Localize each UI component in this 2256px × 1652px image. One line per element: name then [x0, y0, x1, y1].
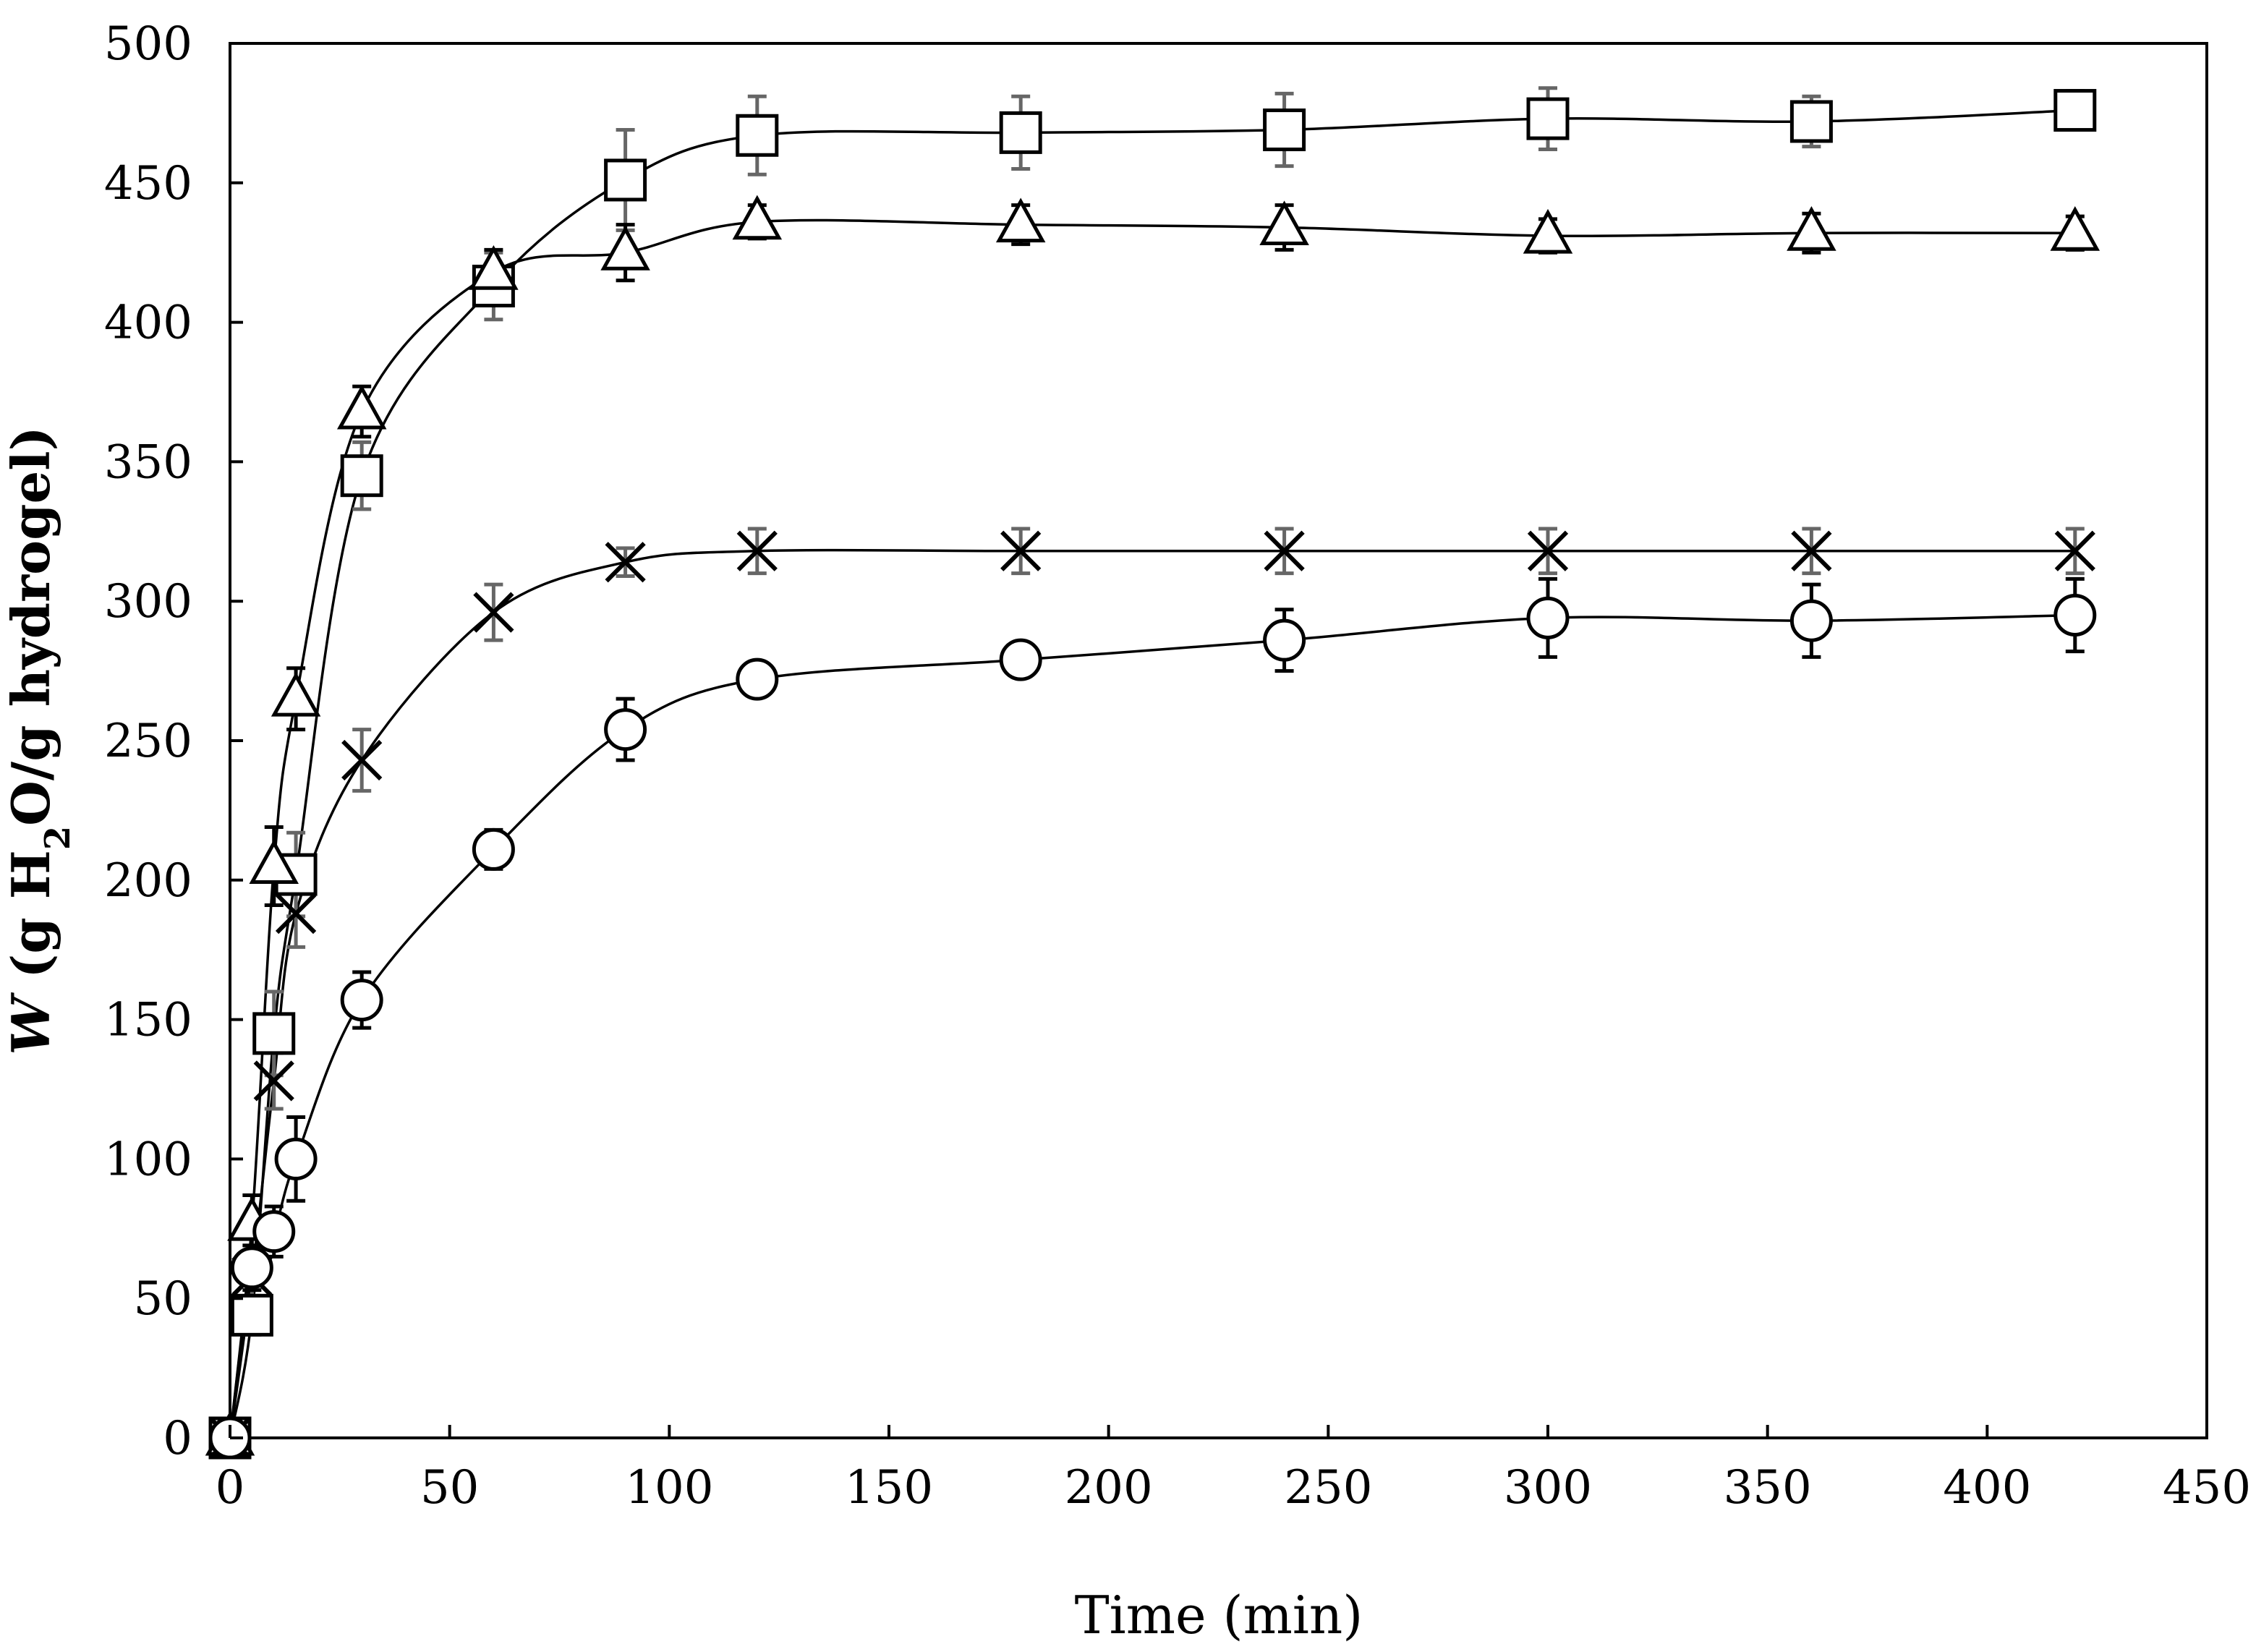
series-circle-curve — [229, 613, 2075, 1439]
x-tick-label: 0 — [216, 1461, 245, 1515]
series-cross-point — [341, 739, 383, 781]
y-axis-title: W (g H2O/g hydrogel) — [0, 426, 78, 1055]
series-square-point — [252, 1012, 296, 1055]
series-square-point — [340, 454, 383, 498]
series-circle-point — [1526, 596, 1570, 639]
y-tick-label: 500 — [104, 17, 192, 71]
series-square-point — [1263, 108, 1306, 152]
series-triangle-point — [2050, 206, 2100, 251]
series-triangle-point — [336, 384, 387, 430]
series-circle-point — [340, 979, 383, 1022]
series-cross-point — [1527, 530, 1569, 571]
x-tick-label: 350 — [1724, 1461, 1812, 1515]
series-triangle-point — [271, 672, 321, 717]
series-circle-point — [604, 708, 647, 752]
series-square-point — [999, 111, 1042, 154]
x-tick-label: 100 — [625, 1461, 713, 1515]
series-circle-point — [2053, 593, 2097, 636]
markers-layer — [205, 89, 2100, 1460]
series-triangle-point — [1523, 208, 1573, 254]
series-square-point — [230, 1293, 273, 1337]
series-cross-point — [473, 592, 514, 633]
y-tick-label: 350 — [104, 435, 192, 489]
series-square-curve — [229, 108, 2075, 1439]
y-title-unit-start: (g H — [0, 850, 61, 997]
x-tick-label: 300 — [1504, 1461, 1592, 1515]
x-axis-title: Time (min) — [1075, 1585, 1363, 1645]
series-triangle-point — [1259, 200, 1309, 245]
y-tick-label: 150 — [104, 994, 192, 1047]
series-triangle-point — [732, 195, 783, 240]
curves-layer — [229, 108, 2075, 1439]
series-cross-point — [605, 542, 646, 583]
series-circle-point — [1789, 599, 1833, 642]
x-tick-label: 150 — [845, 1461, 933, 1515]
y-tick-label: 300 — [104, 575, 192, 629]
series-circle-point — [472, 827, 515, 871]
series-triangle-point — [249, 839, 299, 885]
series-cross-point — [2054, 530, 2095, 571]
series-square-point — [736, 114, 779, 157]
series-circle-point — [230, 1246, 273, 1290]
y-tick-label: 250 — [104, 715, 192, 768]
x-tick-label: 450 — [2163, 1461, 2251, 1515]
series-circle-point — [274, 1137, 318, 1180]
series-square-point — [1526, 97, 1570, 140]
series-cross-point — [1791, 530, 1832, 571]
y-tick-label: 200 — [104, 854, 192, 908]
series-triangle-point — [469, 245, 519, 290]
series-circle-point — [252, 1210, 296, 1253]
series-cross-point — [253, 1060, 294, 1102]
series-circle-point — [736, 657, 779, 701]
series-circle-point — [1263, 618, 1306, 662]
series-triangle-point — [995, 197, 1046, 243]
series-square-point — [1789, 100, 1833, 143]
series-triangle-curve — [229, 218, 2075, 1439]
y-title-unit-end: O/g hydrogel) — [0, 426, 61, 825]
y-tick-label: 400 — [104, 297, 192, 350]
axes-layer: 0 50 100 150 200 250 300 350 400 450 0 50 100 150 200 2… — [104, 17, 2251, 1515]
series-triangle-point — [1787, 206, 1836, 251]
x-tick-label: 400 — [1943, 1461, 2031, 1515]
y-title-variable: W — [0, 992, 61, 1055]
series-cross-point — [1000, 530, 1042, 571]
x-tick-label: 250 — [1284, 1461, 1372, 1515]
y-title-subscript: 2 — [38, 826, 78, 850]
series-triangle-point — [600, 226, 650, 271]
x-tick-label: 200 — [1065, 1461, 1153, 1515]
series-cross-point — [736, 530, 778, 571]
series-square-point — [604, 158, 647, 202]
x-tick-label: 50 — [420, 1461, 479, 1515]
series-cross-curve — [229, 548, 2075, 1439]
series-cross-point — [1264, 530, 1305, 571]
series-circle-point — [999, 638, 1042, 681]
y-tick-label: 0 — [163, 1412, 192, 1465]
y-tick-label: 100 — [104, 1133, 192, 1186]
y-tick-label: 50 — [134, 1272, 192, 1326]
series-cross-point — [275, 893, 317, 934]
y-tick-label: 450 — [104, 157, 192, 210]
series-square-point — [2053, 89, 2097, 132]
errorbars-layer — [242, 86, 2085, 1337]
